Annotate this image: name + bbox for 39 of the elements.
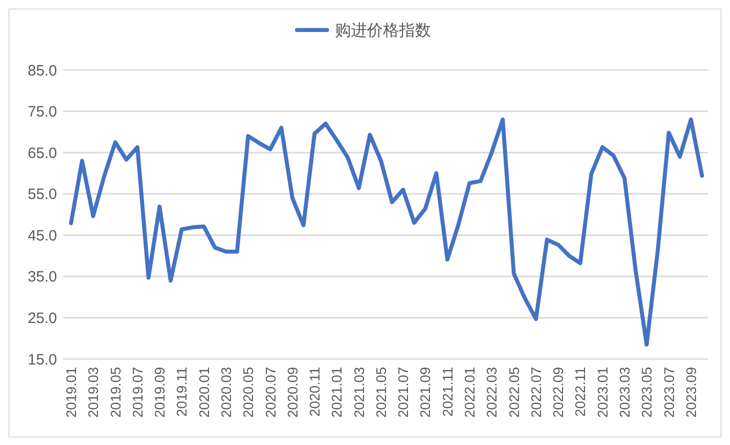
x-tick-label: 2021.11 <box>439 366 456 417</box>
x-tick-label: 2023.01 <box>594 366 610 418</box>
x-tick-label: 2019.09 <box>152 366 168 418</box>
x-tick-label: 2023.03 <box>616 366 633 418</box>
x-tick-label: 2019.01 <box>63 366 79 418</box>
y-tick-label: 55.0 <box>28 186 57 204</box>
y-tick-label: 35.0 <box>28 268 57 286</box>
x-tick-label: 2019.11 <box>174 366 190 417</box>
x-tick-label: 2022.11 <box>572 366 588 417</box>
x-tick-label: 2020.05 <box>240 366 256 418</box>
y-tick-label: 75.0 <box>28 104 57 121</box>
x-tick-label: 2021.09 <box>417 366 434 418</box>
y-tick-label: 65.0 <box>28 144 57 162</box>
x-tick-label: 2023.07 <box>660 366 677 418</box>
x-tick-label: 2022.09 <box>550 366 566 418</box>
y-tick-label: 85.0 <box>28 62 57 80</box>
x-tick-label: 2020.03 <box>218 366 234 418</box>
y-tick-label: 15.0 <box>28 351 57 368</box>
x-tick-label: 2022.03 <box>484 366 500 418</box>
x-tick-label: 2020.01 <box>196 366 212 418</box>
x-tick-label: 2022.05 <box>506 366 522 418</box>
x-tick-label: 2022.07 <box>528 366 544 418</box>
y-tick-label: 25.0 <box>28 310 57 327</box>
x-tick-label: 2021.07 <box>395 366 412 418</box>
legend-label: 购进价格指数 <box>335 22 431 40</box>
x-tick-label: 2023.05 <box>638 366 655 418</box>
x-tick-label: 2021.01 <box>328 366 345 418</box>
x-tick-label: 2020.07 <box>262 366 278 418</box>
x-tick-label: 2020.09 <box>284 366 300 418</box>
x-tick-label: 2021.03 <box>350 366 367 418</box>
x-tick-label: 2020.11 <box>306 366 323 417</box>
x-tick-label: 2019.05 <box>107 366 124 418</box>
x-tick-label: 2022.01 <box>462 366 478 418</box>
line-series <box>69 118 704 347</box>
y-tick-label: 45.0 <box>28 227 57 244</box>
x-tick-label: 2019.03 <box>85 366 102 418</box>
x-tick-label: 2023.09 <box>682 366 699 418</box>
x-tick-label: 2021.05 <box>372 366 389 418</box>
x-tick-label: 2019.07 <box>129 366 146 418</box>
